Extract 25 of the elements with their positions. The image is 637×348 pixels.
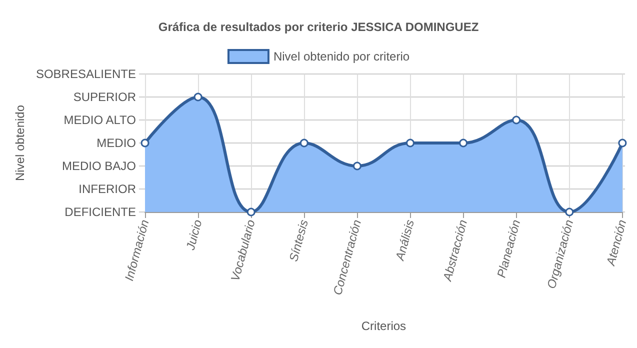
point	[618, 138, 627, 148]
x-tick-label: Síntesis	[286, 218, 311, 264]
text: INFERIOR	[78, 182, 136, 196]
point	[406, 138, 414, 148]
point	[459, 138, 468, 148]
text: DEFICIENTE	[64, 205, 136, 219]
text: MEDIO ALTO	[64, 113, 136, 127]
text: Nivel obtenido	[13, 104, 27, 182]
point	[512, 116, 521, 124]
point	[194, 92, 202, 102]
text: SUPERIOR	[73, 90, 136, 104]
point	[565, 208, 574, 216]
x-tick-label: Juicio	[183, 218, 205, 252]
point	[140, 138, 150, 148]
legend-label: Nivel obtenido por criterio	[273, 50, 410, 64]
text: SOBRESALIENTE	[36, 67, 136, 81]
point	[246, 208, 256, 216]
text: MEDIO BAJO	[62, 159, 136, 173]
x-tick-label: Análisis	[392, 218, 417, 263]
x-axis-title: Criterios	[361, 319, 406, 333]
point	[352, 162, 362, 170]
chart-title: Gráfica de resultados por criterio JESSICA DOMINGUEZ	[158, 20, 479, 34]
point	[300, 138, 308, 148]
text: MEDIO	[96, 136, 136, 150]
x-tick-label: Atención	[603, 218, 630, 268]
